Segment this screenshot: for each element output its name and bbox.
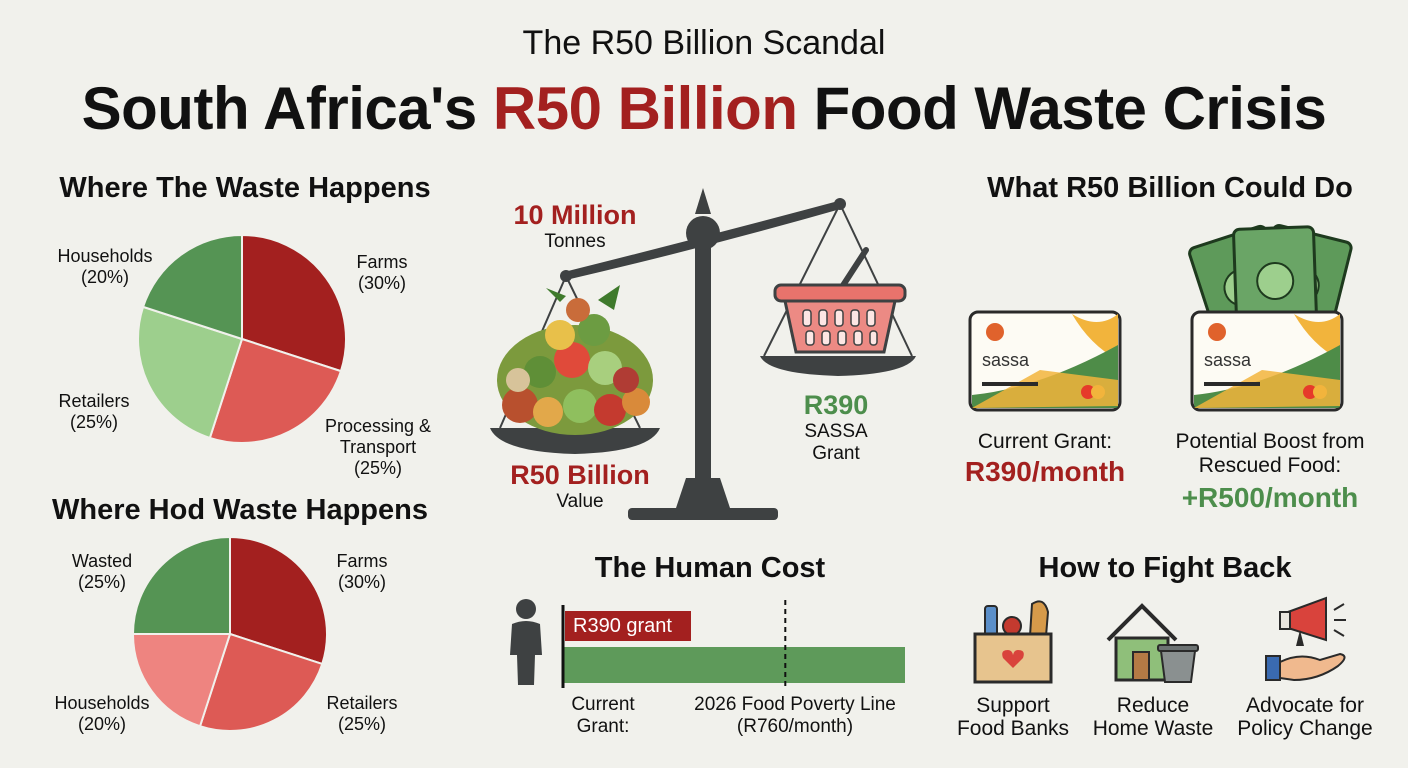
page-title: South Africa's R50 Billion Food Waste Cr… bbox=[0, 74, 1408, 143]
pie1-label-processing: Processing & Transport (25%) bbox=[324, 416, 432, 478]
pie-slice-households bbox=[141, 233, 243, 341]
pie1-label-farms: Farms (30%) bbox=[356, 252, 408, 293]
pie-slice-farms bbox=[229, 535, 328, 666]
pie2-label-farms: Farms (30%) bbox=[336, 551, 388, 592]
basket-icon bbox=[773, 247, 907, 354]
pie1-label-retailers: Retailers (25%) bbox=[58, 391, 130, 432]
could-do-title: What R50 Billion Could Do bbox=[987, 172, 1353, 204]
pie-slice-farms bbox=[241, 233, 347, 373]
boost-caption: Potential Boost from Rescued Food: bbox=[1175, 430, 1365, 477]
grant-bar-label: R390 grant bbox=[565, 611, 691, 641]
boost-value: +R500/month bbox=[1181, 482, 1359, 513]
current-grant-value: R390/month bbox=[964, 456, 1126, 487]
scale-left-bottom: R50 Billion Value bbox=[510, 460, 650, 512]
pie2-title: Where Hod Waste Happens bbox=[52, 494, 428, 526]
scale-left-top: 10 Million Tonnes bbox=[513, 200, 637, 252]
pie-slice-processing-transport bbox=[208, 337, 343, 444]
poverty-gap-bar bbox=[563, 647, 905, 683]
fight-item-home-waste: Reduce Home Waste bbox=[1092, 694, 1214, 740]
pie2-label-retailers: Retailers (25%) bbox=[326, 693, 398, 734]
card-brand-current: sassa bbox=[982, 350, 1030, 370]
human-cost-title: The Human Cost bbox=[594, 552, 826, 584]
pie1-title: Where The Waste Happens bbox=[59, 172, 431, 204]
title-suffix: Food Waste Crisis bbox=[797, 75, 1327, 142]
title-highlight: R50 Billion bbox=[492, 75, 798, 142]
poverty-line-label: 2026 Food Poverty Line (R760/month) bbox=[694, 694, 896, 737]
pie-slice-retailers bbox=[198, 632, 324, 732]
scale-right-label: R390 SASSA Grant bbox=[803, 390, 869, 464]
pie2-label-households: Households (20%) bbox=[54, 693, 150, 734]
pie2-label-wasted: Wasted (25%) bbox=[71, 551, 133, 592]
pie1-label-households: Households (20%) bbox=[57, 246, 153, 287]
title-prefix: South Africa's bbox=[81, 75, 493, 142]
current-grant-label: Current Grant: bbox=[571, 694, 635, 737]
card-brand-boost: sassa bbox=[1204, 350, 1252, 370]
fight-item-food-banks: Support Food Banks bbox=[956, 694, 1070, 740]
fight-item-policy: Advocate for Policy Change bbox=[1237, 694, 1373, 740]
vegetables-icon bbox=[497, 285, 653, 435]
pie-slice-households bbox=[131, 633, 232, 728]
fight-back-title: How to Fight Back bbox=[1038, 552, 1292, 584]
current-grant-caption: Current Grant: bbox=[977, 430, 1113, 453]
pie-slice-retailers bbox=[137, 305, 244, 440]
supertitle: The R50 Billion Scandal bbox=[522, 24, 886, 62]
pie-slice-wasted bbox=[131, 535, 231, 635]
